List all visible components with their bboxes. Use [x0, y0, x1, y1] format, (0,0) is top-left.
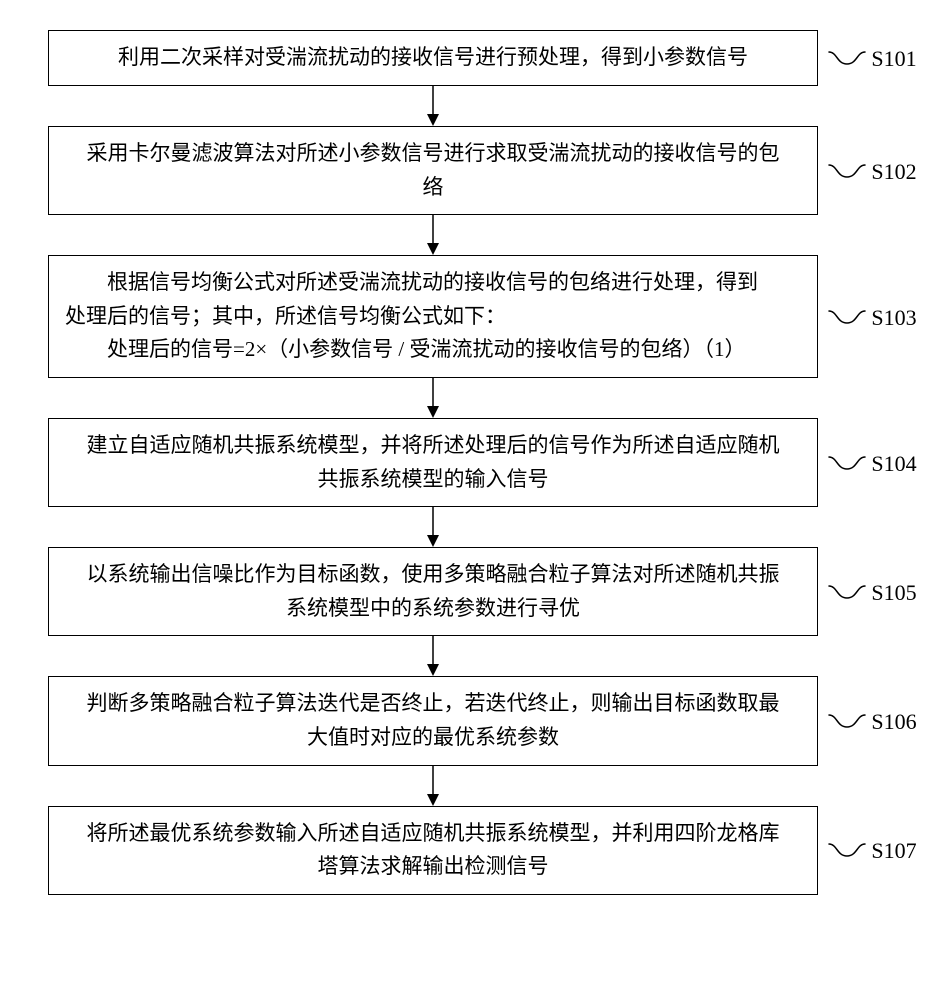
step-row: 判断多策略融合粒子算法迭代是否终止，若迭代终止，则输出目标函数取最大值时对应的最… — [0, 676, 946, 765]
flow-arrow — [0, 215, 946, 255]
step-label-col: S102 — [824, 157, 920, 185]
step-text: 塔算法求解输出检测信号 — [65, 850, 801, 884]
step-text: 利用二次采样对受湍流扰动的接收信号进行预处理，得到小参数信号 — [65, 41, 801, 75]
step-text: 根据信号均衡公式对所述受湍流扰动的接收信号的包络进行处理，得到 — [65, 266, 801, 300]
step-box-S105: 以系统输出信噪比作为目标函数，使用多策略融合粒子算法对所述随机共振系统模型中的系… — [48, 547, 818, 636]
step-label-wrap: S106 — [827, 707, 916, 735]
flow-arrow — [0, 636, 946, 676]
step-row: 以系统输出信噪比作为目标函数，使用多策略融合粒子算法对所述随机共振系统模型中的系… — [0, 547, 946, 636]
step-text: 共振系统模型的输入信号 — [65, 463, 801, 497]
step-label-col: S106 — [824, 707, 920, 735]
step-label-col: S101 — [824, 44, 920, 72]
step-text: 处理后的信号=2×（小参数信号 / 受湍流扰动的接收信号的包络）（1） — [65, 333, 801, 367]
step-label-wrap: S101 — [827, 44, 916, 72]
step-label-wrap: S107 — [827, 836, 916, 864]
flow-arrow — [0, 86, 946, 126]
step-box-S107: 将所述最优系统参数输入所述自适应随机共振系统模型，并利用四阶龙格库塔算法求解输出… — [48, 806, 818, 895]
step-label-col: S103 — [824, 303, 920, 331]
step-row: 根据信号均衡公式对所述受湍流扰动的接收信号的包络进行处理，得到处理后的信号；其中… — [0, 255, 946, 378]
step-label-col: S107 — [824, 836, 920, 864]
flow-arrow — [0, 507, 946, 547]
step-text: 以系统输出信噪比作为目标函数，使用多策略融合粒子算法对所述随机共振 — [65, 558, 801, 592]
step-label: S107 — [871, 838, 916, 864]
step-label: S101 — [871, 46, 916, 72]
step-box-S104: 建立自适应随机共振系统模型，并将所述处理后的信号作为所述自适应随机共振系统模型的… — [48, 418, 818, 507]
step-text: 大值时对应的最优系统参数 — [65, 721, 801, 755]
step-label: S106 — [871, 709, 916, 735]
step-box-S106: 判断多策略融合粒子算法迭代是否终止，若迭代终止，则输出目标函数取最大值时对应的最… — [48, 676, 818, 765]
step-row: 建立自适应随机共振系统模型，并将所述处理后的信号作为所述自适应随机共振系统模型的… — [0, 418, 946, 507]
step-box-S102: 采用卡尔曼滤波算法对所述小参数信号进行求取受湍流扰动的接收信号的包络 — [48, 126, 818, 215]
step-text: 系统模型中的系统参数进行寻优 — [65, 592, 801, 626]
step-text: 采用卡尔曼滤波算法对所述小参数信号进行求取受湍流扰动的接收信号的包 — [65, 137, 801, 171]
step-label: S102 — [871, 159, 916, 185]
step-label-wrap: S105 — [827, 578, 916, 606]
step-text: 判断多策略融合粒子算法迭代是否终止，若迭代终止，则输出目标函数取最 — [65, 687, 801, 721]
step-text: 将所述最优系统参数输入所述自适应随机共振系统模型，并利用四阶龙格库 — [65, 817, 801, 851]
step-label-col: S105 — [824, 578, 920, 606]
flow-arrow — [0, 378, 946, 418]
step-box-S103: 根据信号均衡公式对所述受湍流扰动的接收信号的包络进行处理，得到处理后的信号；其中… — [48, 255, 818, 378]
step-label: S104 — [871, 451, 916, 477]
step-text: 处理后的信号；其中，所述信号均衡公式如下： — [65, 300, 801, 334]
step-label-wrap: S104 — [827, 449, 916, 477]
step-label-wrap: S102 — [827, 157, 916, 185]
step-text: 络 — [65, 171, 801, 205]
step-box-S101: 利用二次采样对受湍流扰动的接收信号进行预处理，得到小参数信号 — [48, 30, 818, 86]
flow-arrow — [0, 766, 946, 806]
step-row: 将所述最优系统参数输入所述自适应随机共振系统模型，并利用四阶龙格库塔算法求解输出… — [0, 806, 946, 895]
step-row: 采用卡尔曼滤波算法对所述小参数信号进行求取受湍流扰动的接收信号的包络 S102 — [0, 126, 946, 215]
step-text: 建立自适应随机共振系统模型，并将所述处理后的信号作为所述自适应随机 — [65, 429, 801, 463]
step-row: 利用二次采样对受湍流扰动的接收信号进行预处理，得到小参数信号 S101 — [0, 30, 946, 86]
step-label: S103 — [871, 305, 916, 331]
step-label-wrap: S103 — [827, 303, 916, 331]
step-label-col: S104 — [824, 449, 920, 477]
step-label: S105 — [871, 580, 916, 606]
